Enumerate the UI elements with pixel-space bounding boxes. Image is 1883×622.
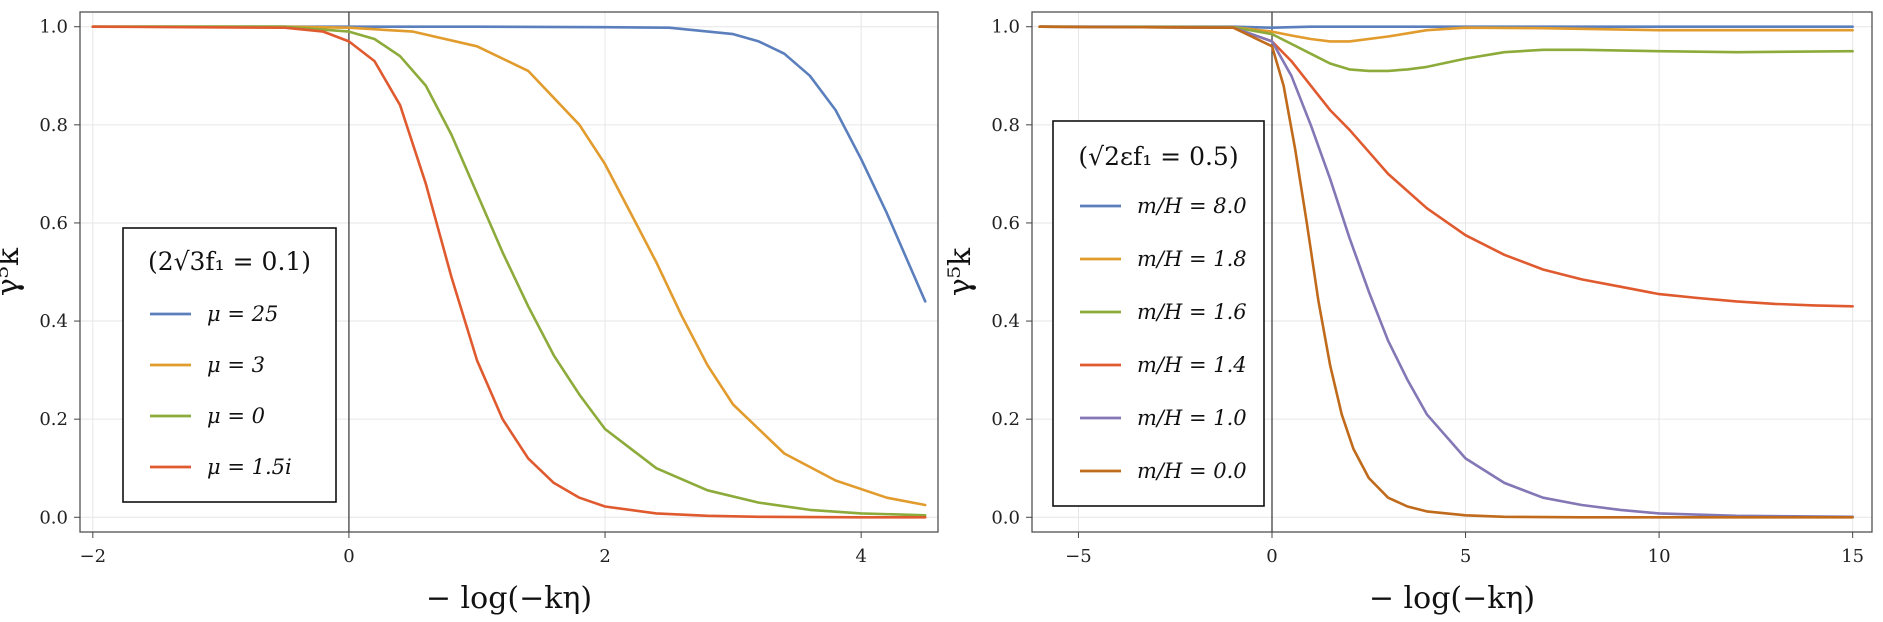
y-tick-label: 0.2: [991, 409, 1020, 430]
series-line-5: [1038, 25, 1854, 519]
legend-entry-label: μ = 3: [207, 353, 265, 377]
plot-frame: [1031, 11, 1873, 533]
x-axis-label: − log(−kη): [426, 581, 592, 616]
legend-entry-label: μ = 1.5i: [207, 455, 292, 479]
y-tick-label: 0.4: [991, 311, 1020, 332]
series-line-2: [91, 25, 927, 517]
legend-entry-label: m/H = 1.4: [1137, 353, 1247, 377]
x-tick-label: 2: [599, 546, 610, 567]
y-tick-label: 1.0: [991, 17, 1020, 38]
plot-frame: [79, 11, 939, 533]
y-tick-label: 0.0: [991, 507, 1020, 528]
legend-entry-label: m/H = 1.8: [1137, 247, 1247, 271]
x-tick-label: −2: [80, 546, 107, 567]
series-line-4: [1038, 25, 1854, 519]
series-line-3: [1038, 25, 1854, 308]
x-tick-label: 0: [343, 546, 354, 567]
x-axis-label: − log(−kη): [1369, 581, 1535, 616]
legend-box: [1052, 120, 1265, 507]
y-tick-label: 0.0: [39, 507, 68, 528]
right-chart-panel: −5 0 5 10 15 0.0 0.2 0.4 0.6 0.8 1.0 − log(−kη) γ⁵k (…: [943, 11, 1873, 616]
y-axis-label: γ⁵k: [943, 247, 978, 296]
legend-entry-label: m/H = 1.0: [1137, 406, 1247, 430]
series-line-1: [91, 25, 927, 507]
y-tick-label: 0.6: [991, 213, 1020, 234]
y-tick-label: 0.4: [39, 311, 68, 332]
x-tick-label: 0: [1266, 546, 1277, 567]
legend-entry-label: μ = 0: [207, 404, 265, 428]
left-chart-panel: −2 0 2 4 0.0 0.2 0.4 0.6 0.8 1.0 − log(−kη) γ⁵k (2√3…: [0, 11, 939, 616]
legend-entry-label: m/H = 1.6: [1137, 300, 1247, 324]
series-line-3: [91, 25, 927, 519]
x-tick-label: 4: [855, 546, 866, 567]
series-line-2: [1038, 25, 1854, 73]
y-tick-label: 1.0: [39, 17, 68, 38]
y-tick-label: 0.2: [39, 409, 68, 430]
y-tick-label: 0.8: [991, 115, 1020, 136]
series-line-1: [1038, 25, 1854, 43]
legend-entry-label: μ = 25: [207, 302, 278, 326]
legend: (√2εf₁ = 0.5) m/H = 8.0 m/H = 1.8 m/H = 1.6…: [1052, 120, 1265, 507]
legend-title: (√2εf₁ = 0.5): [1078, 142, 1238, 171]
x-tick-label: 10: [1648, 546, 1671, 567]
y-tick-label: 0.6: [39, 213, 68, 234]
y-axis-label: γ⁵k: [0, 247, 26, 296]
legend-title: (2√3f₁ = 0.1): [148, 247, 311, 276]
legend-entry-label: m/H = 0.0: [1137, 459, 1247, 483]
legend-entry-label: m/H = 8.0: [1137, 194, 1247, 218]
legend: (2√3f₁ = 0.1) μ = 25 μ = 3 μ = 0 μ = 1.5i: [122, 227, 337, 503]
y-tick-label: 0.8: [39, 115, 68, 136]
series-line-0: [91, 25, 927, 303]
x-tick-label: 15: [1841, 546, 1864, 567]
x-tick-label: 5: [1460, 546, 1471, 567]
x-tick-label: −5: [1065, 546, 1092, 567]
